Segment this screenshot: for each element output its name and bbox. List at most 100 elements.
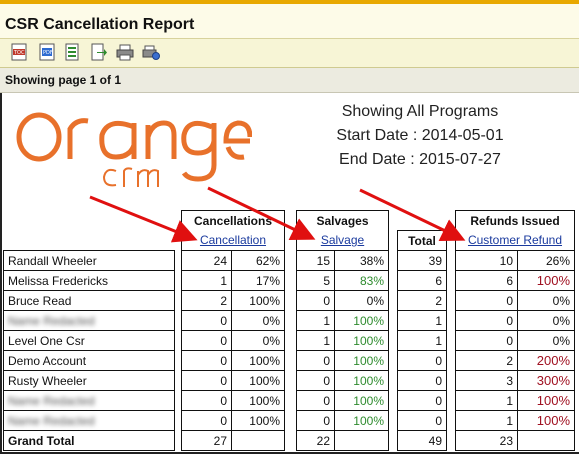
cancellation-count: 0 xyxy=(181,370,232,391)
report-toolbar: TOC PDF xyxy=(0,39,579,68)
table-row: 1 100% xyxy=(455,390,575,411)
total-count: 1 xyxy=(397,310,447,331)
csr-name: Demo Account xyxy=(3,350,175,371)
table-row: 1 xyxy=(397,330,447,351)
salvage-link[interactable]: Salvage xyxy=(320,233,365,248)
salvage-percent: 0% xyxy=(334,290,389,311)
cancellation-percent: 0% xyxy=(231,330,285,351)
total-count: 0 xyxy=(397,370,447,391)
salvage-percent: 100% xyxy=(334,350,389,371)
salvage-count: 0 xyxy=(296,410,335,431)
table-row: 0 100% xyxy=(296,390,389,411)
csr-name: Level One Csr xyxy=(3,330,175,351)
table-row: 0 xyxy=(397,350,447,371)
salvage-percent: 100% xyxy=(334,410,389,431)
csr-name: Rusty Wheeler xyxy=(3,370,175,391)
csr-name: Name Redacted xyxy=(3,410,175,431)
salvage-count: 1 xyxy=(296,310,335,331)
toc-icon[interactable]: TOC xyxy=(10,43,28,61)
report-frame xyxy=(0,93,579,454)
refund-count: 0 xyxy=(455,310,518,331)
refund-count: 3 xyxy=(455,370,518,391)
cancellation-link[interactable]: Cancellation xyxy=(199,233,267,248)
table-row: 0 xyxy=(397,410,447,431)
csr-name: Name Redacted xyxy=(3,310,175,331)
table-row: 0 100% xyxy=(181,390,285,411)
grand-total-label: Grand Total xyxy=(3,430,175,451)
table-row: 5 83% xyxy=(296,270,389,291)
cancellation-count: 0 xyxy=(181,310,232,331)
print-icon[interactable] xyxy=(116,43,134,61)
table-row: 1 100% xyxy=(455,410,575,431)
table-row: Level One Csr xyxy=(3,330,175,351)
orange-crm-logo xyxy=(12,105,253,195)
salvage-count: 15 xyxy=(296,250,335,271)
report-summary: Showing All Programs Start Date : 2014-0… xyxy=(300,100,540,172)
table-row: 10 26% xyxy=(455,250,575,271)
table-row: 0 0% xyxy=(455,330,575,351)
salvages-header: Salvages xyxy=(296,210,389,231)
refund-percent: 100% xyxy=(517,270,575,291)
salvage-count: 0 xyxy=(296,350,335,371)
table-row: Name Redacted xyxy=(3,310,175,331)
csr-name: Melissa Fredericks xyxy=(3,270,175,291)
salvage-percent: 83% xyxy=(334,270,389,291)
refund-percent: 0% xyxy=(517,330,575,351)
settings-print-icon[interactable] xyxy=(142,43,160,61)
salvage-percent: 100% xyxy=(334,370,389,391)
table-row: 0 100% xyxy=(181,370,285,391)
empty-cell xyxy=(517,430,575,451)
table-row: 0 0% xyxy=(296,290,389,311)
refunds-header: Refunds Issued xyxy=(455,210,575,231)
cancellations-header: Cancellations xyxy=(181,210,285,231)
table-row: 2 xyxy=(397,290,447,311)
table-row: 1 100% xyxy=(296,330,389,351)
table-row: 39 xyxy=(397,250,447,271)
refund-count: 1 xyxy=(455,390,518,411)
pdf-icon[interactable]: PDF xyxy=(38,43,56,61)
total-header: Total xyxy=(397,230,447,251)
csr-name: Bruce Read xyxy=(3,290,175,311)
csr-name: Randall Wheeler xyxy=(3,250,175,271)
table-row: 0 0% xyxy=(455,310,575,331)
table-row: 0 100% xyxy=(296,350,389,371)
table-row: 0 xyxy=(397,370,447,391)
table-row: 0 0% xyxy=(455,290,575,311)
salvage-count: 0 xyxy=(296,290,335,311)
csr-name: Name Redacted xyxy=(3,390,175,411)
table-row: 24 62% xyxy=(181,250,285,271)
grand-total-salvages: 22 xyxy=(296,430,335,451)
refund-percent: 200% xyxy=(517,350,575,371)
salvage-count: 0 xyxy=(296,370,335,391)
table-row: Randall Wheeler xyxy=(3,250,175,271)
table-row: Name Redacted xyxy=(3,410,175,431)
pager-bar: Showing page 1 of 1 xyxy=(0,68,579,93)
table-row: 1 xyxy=(397,310,447,331)
cancellation-percent: 0% xyxy=(231,310,285,331)
table-row: 0 xyxy=(397,390,447,411)
table-row: 2 200% xyxy=(455,350,575,371)
grand-total-total: 49 xyxy=(397,430,447,451)
total-count: 1 xyxy=(397,330,447,351)
salvage-count: 1 xyxy=(296,330,335,351)
total-count: 6 xyxy=(397,270,447,291)
customer-refund-link[interactable]: Customer Refund xyxy=(467,233,563,248)
csr-names-table: Randall Wheeler Melissa Fredericks Bruce R… xyxy=(3,250,175,451)
table-row: Name Redacted xyxy=(3,390,175,411)
refund-percent: 300% xyxy=(517,370,575,391)
refund-count: 6 xyxy=(455,270,518,291)
total-count: 39 xyxy=(397,250,447,271)
cancellation-count: 0 xyxy=(181,350,232,371)
cancellation-count: 2 xyxy=(181,290,232,311)
start-date: Start Date : 2014-05-01 xyxy=(336,127,504,144)
cancellation-percent: 62% xyxy=(231,250,285,271)
salvages-table: Salvages Salvage 15 38% 5 83% 0 0% 1 100% 1 100% 0… xyxy=(296,210,389,451)
table-row: 0 0% xyxy=(181,330,285,351)
refund-count: 0 xyxy=(455,290,518,311)
export-arrow-icon[interactable] xyxy=(90,43,108,61)
cancellation-count: 1 xyxy=(181,270,232,291)
top-accent-bar xyxy=(0,0,579,4)
grand-total-cancellations: 27 xyxy=(181,430,232,451)
export-icon[interactable] xyxy=(64,43,82,61)
table-row: 1 100% xyxy=(296,310,389,331)
